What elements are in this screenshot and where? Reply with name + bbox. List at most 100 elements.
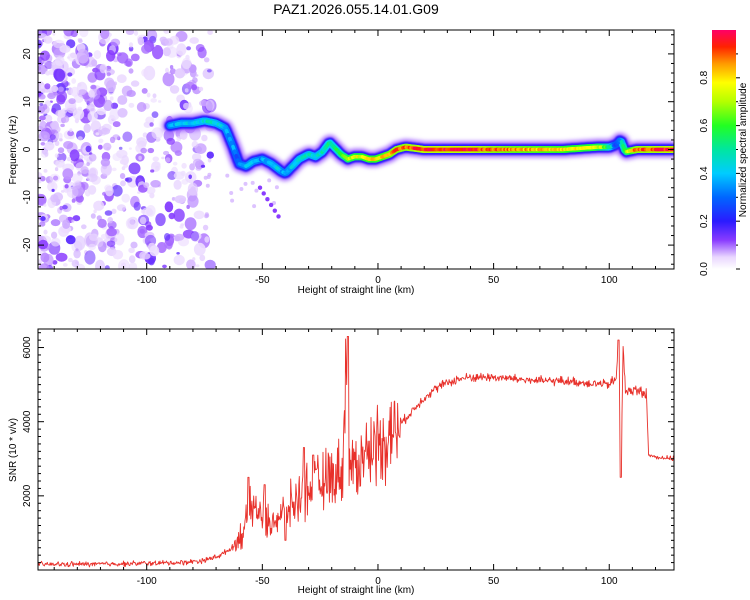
noise-blob <box>77 48 89 64</box>
noise-blob <box>192 77 198 84</box>
noise-blob <box>38 91 42 97</box>
noise-blob <box>51 120 59 131</box>
noise-blob <box>151 161 161 168</box>
noise-blob <box>43 203 47 207</box>
snr-y-tick-label: 4000 <box>22 410 33 433</box>
noise-blob <box>87 185 97 195</box>
noise-blob <box>93 200 105 211</box>
noise-blob <box>207 157 212 163</box>
noise-blob <box>83 123 91 133</box>
noise-blob <box>40 175 46 182</box>
noise-blob <box>121 166 126 171</box>
noise-blob <box>80 166 89 175</box>
noise-blob <box>100 127 111 135</box>
noise-blob <box>106 72 111 77</box>
noise-blob <box>71 78 77 84</box>
noise-blob <box>84 250 96 265</box>
noise-blob <box>72 108 85 120</box>
noise-blob <box>146 186 156 195</box>
noise-blob <box>96 108 107 116</box>
noise-blob <box>71 173 83 183</box>
noise-blob <box>39 33 47 40</box>
snr-frame <box>37 328 675 571</box>
noise-blob <box>130 53 140 62</box>
noise-blob <box>86 103 95 113</box>
noise-blob <box>86 162 90 167</box>
ridge-layer <box>161 113 674 219</box>
noise-blob <box>183 102 190 110</box>
noise-blob <box>130 241 138 249</box>
noise-blob <box>70 52 77 59</box>
noise-blob <box>147 147 155 154</box>
noise-layer <box>38 30 284 269</box>
noise-blob <box>56 152 67 163</box>
noise-blob <box>121 193 130 203</box>
noise-blob <box>70 30 78 38</box>
spectrogram-y-tick-label: 10 <box>22 96 33 108</box>
noise-blob <box>112 121 121 128</box>
noise-blob <box>176 136 182 142</box>
noise-blob <box>174 235 181 242</box>
noise-blob <box>119 173 126 179</box>
noise-blob <box>176 43 187 56</box>
noise-blob <box>95 259 105 269</box>
spectrogram-x-tick-label: 100 <box>601 275 618 286</box>
noise-blob <box>57 147 65 154</box>
noise-blob <box>39 115 46 121</box>
noise-blob <box>77 136 83 141</box>
spectrogram-y-tick-label: -20 <box>22 237 33 252</box>
ridge-fragment <box>261 191 266 196</box>
noise-blob <box>181 57 192 69</box>
noise-blob <box>174 195 187 204</box>
noise-blob <box>152 93 157 99</box>
colorbar-tick-label: 0.2 <box>699 214 710 228</box>
noise-blob <box>106 227 117 237</box>
noise-blob <box>91 59 98 67</box>
noise-blob <box>187 182 198 196</box>
noise-blob <box>176 252 180 255</box>
noise-blob <box>60 190 65 193</box>
noise-blob <box>74 118 79 124</box>
colorbar-gradient <box>712 30 736 269</box>
noise-blob <box>165 157 171 163</box>
noise-blob <box>146 92 151 98</box>
snr-series-line <box>38 335 674 568</box>
noise-blob <box>187 194 199 208</box>
noise-blob <box>189 37 199 44</box>
noise-blob <box>200 164 206 168</box>
noise-blob <box>97 144 103 150</box>
noise-blob <box>60 159 64 163</box>
noise-blob <box>68 257 73 263</box>
noise-blob <box>204 259 216 269</box>
noise-blob <box>141 44 151 54</box>
noise-blob <box>143 182 150 189</box>
noise-blob <box>40 216 46 222</box>
noise-blob <box>137 191 141 194</box>
noise-blob <box>163 30 170 34</box>
noise-blob <box>274 185 279 190</box>
ridge-fragment <box>276 214 281 219</box>
noise-blob <box>204 212 209 217</box>
noise-blob <box>44 114 53 123</box>
noise-blob <box>100 233 108 240</box>
noise-blob <box>161 156 165 160</box>
noise-blob <box>89 233 99 241</box>
noise-blob <box>56 94 66 105</box>
noise-blob <box>71 198 76 203</box>
noise-blob <box>188 174 192 180</box>
noise-blob <box>150 98 157 103</box>
noise-blob <box>98 138 104 144</box>
noise-blob <box>179 129 188 140</box>
ridge-fragment <box>268 202 274 208</box>
noise-blob <box>87 110 98 122</box>
spectrogram-frame <box>37 29 675 270</box>
colorbar-tick-label: 0.0 <box>699 262 710 276</box>
noise-blob <box>77 82 82 87</box>
noise-blob <box>92 67 99 73</box>
noise-blob <box>39 50 51 61</box>
noise-blob <box>250 180 255 185</box>
noise-blob <box>58 214 69 223</box>
noise-blob <box>189 163 196 171</box>
noise-blob <box>204 236 210 243</box>
noise-blob <box>105 185 114 197</box>
